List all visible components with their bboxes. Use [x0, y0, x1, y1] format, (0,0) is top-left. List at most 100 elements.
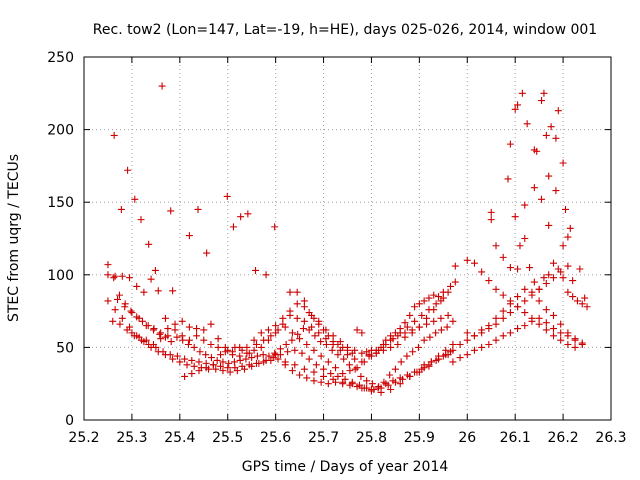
data-point — [282, 340, 290, 348]
x-tick-label: 26.2 — [548, 430, 579, 446]
data-point — [303, 374, 311, 382]
data-point — [499, 291, 507, 299]
data-point — [185, 336, 193, 344]
data-point — [293, 314, 301, 322]
data-point — [409, 348, 417, 356]
data-point — [353, 383, 361, 391]
data-point — [260, 358, 268, 366]
plot-frame — [83, 56, 612, 421]
data-point — [523, 120, 531, 128]
data-point — [397, 358, 405, 366]
data-point — [443, 323, 451, 331]
data-point — [229, 223, 237, 231]
data-point — [200, 326, 208, 334]
data-point — [149, 326, 157, 334]
data-point — [238, 346, 246, 354]
data-point — [320, 365, 328, 373]
data-point — [557, 336, 565, 344]
data-point — [320, 372, 328, 380]
data-point — [183, 361, 191, 369]
data-point — [305, 309, 313, 317]
data-point — [478, 326, 486, 334]
data-point — [506, 140, 514, 148]
data-point — [557, 329, 565, 337]
data-point — [188, 370, 196, 378]
data-point — [514, 325, 522, 333]
data-point — [300, 365, 308, 373]
data-point — [260, 336, 268, 344]
data-point — [223, 192, 231, 200]
data-point — [111, 272, 119, 280]
data-point — [348, 380, 356, 388]
data-point — [281, 323, 289, 331]
data-point — [104, 297, 112, 305]
data-point — [499, 332, 507, 340]
data-point — [535, 285, 543, 293]
data-point — [224, 346, 232, 354]
data-point — [545, 221, 553, 229]
data-point — [538, 97, 546, 105]
data-point — [564, 329, 572, 337]
data-point — [154, 287, 162, 295]
data-point — [528, 288, 536, 296]
x-tick-label: 25.9 — [404, 430, 435, 446]
data-point — [394, 340, 402, 348]
data-point — [272, 351, 280, 359]
data-point — [518, 89, 526, 97]
data-point — [485, 322, 493, 330]
data-point — [451, 278, 459, 286]
data-point — [214, 343, 222, 351]
data-point — [449, 358, 457, 366]
data-point — [542, 131, 550, 139]
data-point — [547, 123, 555, 131]
data-point — [200, 336, 208, 344]
data-point — [550, 325, 558, 333]
data-point — [167, 338, 175, 346]
data-point — [124, 166, 132, 174]
data-point — [552, 187, 560, 195]
data-point — [514, 101, 522, 109]
data-point — [411, 303, 419, 311]
data-point — [406, 311, 414, 319]
data-point — [324, 380, 332, 388]
data-point — [353, 326, 361, 334]
data-point — [423, 314, 431, 322]
data-point — [415, 300, 423, 308]
data-point — [418, 311, 426, 319]
data-point — [332, 364, 340, 372]
data-point — [545, 271, 553, 279]
data-point — [265, 352, 273, 360]
data-point — [274, 326, 282, 334]
data-point — [137, 216, 145, 224]
data-point — [353, 364, 361, 372]
data-point — [408, 329, 416, 337]
data-point — [377, 388, 385, 396]
data-point — [111, 306, 119, 314]
data-point — [324, 332, 332, 340]
data-point — [328, 346, 336, 354]
data-point — [435, 293, 443, 301]
data-point — [315, 329, 323, 337]
data-point — [535, 297, 543, 305]
data-point — [193, 332, 201, 340]
data-point — [415, 368, 423, 376]
data-point — [447, 282, 455, 290]
data-point — [185, 232, 193, 240]
data-point — [521, 201, 529, 209]
data-point — [207, 340, 215, 348]
data-point — [367, 387, 375, 395]
data-point — [281, 358, 289, 366]
data-point — [238, 362, 246, 370]
data-point — [564, 233, 572, 241]
data-point — [159, 348, 167, 356]
data-point — [167, 207, 175, 215]
data-point — [492, 314, 500, 322]
data-point — [499, 307, 507, 315]
data-point — [207, 320, 215, 328]
data-point — [487, 208, 495, 216]
data-point — [293, 300, 301, 308]
data-point — [387, 386, 395, 394]
x-tick-label: 25.4 — [164, 430, 195, 446]
data-point — [351, 355, 359, 363]
data-point — [401, 333, 409, 341]
